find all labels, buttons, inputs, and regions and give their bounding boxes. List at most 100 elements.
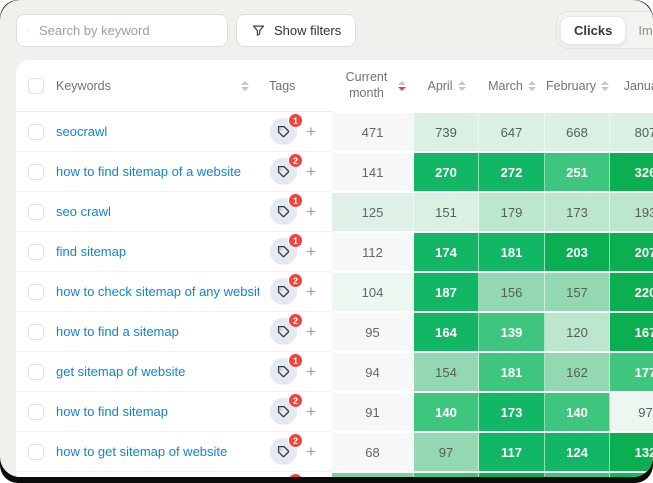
row-checkbox[interactable] bbox=[28, 203, 44, 220]
add-tag-button[interactable]: + bbox=[306, 362, 316, 381]
row-checkbox-cell[interactable] bbox=[16, 392, 56, 432]
tag-chip[interactable]: 1 bbox=[270, 193, 303, 225]
heat-cell: 97 bbox=[414, 432, 479, 472]
row-checkbox[interactable] bbox=[28, 323, 44, 340]
heat-cell: 220 bbox=[610, 272, 653, 312]
table-row: find sitemap 1 + 112 174 181 203 207 bbox=[16, 232, 653, 272]
search-box[interactable] bbox=[16, 14, 228, 47]
add-tag-button[interactable]: + bbox=[306, 322, 316, 341]
funnel-icon bbox=[252, 25, 265, 36]
keyword-link[interactable]: how to find a sitemap bbox=[56, 324, 179, 339]
sort-icon-march[interactable] bbox=[527, 81, 536, 91]
heat-cell: 120 bbox=[545, 312, 610, 352]
heat-cell bbox=[414, 472, 479, 477]
row-checkbox-cell[interactable] bbox=[16, 352, 56, 392]
add-tag-button[interactable]: + bbox=[306, 442, 316, 461]
tag-chip[interactable]: 2 bbox=[270, 273, 303, 305]
keyword-cell: how to check sitemap of any website bbox=[56, 272, 259, 312]
header-february-label: February bbox=[545, 79, 597, 93]
keyword-cell: find sitemap bbox=[56, 232, 259, 272]
row-checkbox-cell[interactable] bbox=[16, 112, 56, 152]
row-checkbox[interactable] bbox=[28, 243, 44, 260]
tags-cell: 2 + bbox=[259, 152, 332, 192]
heat-cell: 181 bbox=[479, 352, 545, 392]
row-checkbox[interactable] bbox=[28, 443, 44, 460]
header-april[interactable]: April bbox=[414, 60, 479, 112]
tag-chip[interactable]: 1 bbox=[270, 353, 303, 385]
heat-cell: 173 bbox=[479, 392, 545, 432]
header-february[interactable]: February bbox=[545, 60, 610, 112]
row-checkbox[interactable] bbox=[28, 403, 44, 420]
show-filters-button[interactable]: Show filters bbox=[236, 14, 357, 47]
tag-icon bbox=[277, 405, 290, 418]
tag-chip[interactable]: 1 bbox=[270, 233, 303, 265]
heat-cell bbox=[545, 472, 610, 477]
heat-cell: 167 bbox=[610, 312, 653, 352]
header-january[interactable]: January bbox=[610, 60, 653, 112]
row-checkbox-cell[interactable] bbox=[16, 192, 56, 232]
row-checkbox-cell[interactable] bbox=[16, 272, 56, 312]
heat-cell: 157 bbox=[545, 272, 610, 312]
tag-count-badge: 2 bbox=[288, 153, 303, 168]
keyword-cell: how to get sitemap of website bbox=[56, 432, 259, 472]
search-input[interactable] bbox=[37, 22, 217, 39]
row-checkbox[interactable] bbox=[28, 123, 44, 140]
heat-cell: 668 bbox=[545, 112, 610, 152]
current-month-cell: 141 bbox=[332, 152, 414, 192]
heat-cell: 193 bbox=[610, 192, 653, 232]
tags-cell: 2 + bbox=[259, 432, 332, 472]
keyword-link[interactable]: seocrawl bbox=[56, 124, 108, 139]
keyword-link[interactable]: get sitemap of website bbox=[56, 364, 186, 379]
row-checkbox-cell[interactable] bbox=[16, 432, 56, 472]
add-tag-button[interactable]: + bbox=[306, 122, 316, 141]
select-all-checkbox[interactable] bbox=[28, 77, 44, 94]
tag-icon bbox=[277, 125, 290, 138]
tag-chip[interactable]: 2 bbox=[270, 433, 303, 465]
sort-icon-february[interactable] bbox=[601, 81, 610, 91]
add-tag-button[interactable]: + bbox=[306, 282, 316, 301]
tag-chip[interactable]: 2 bbox=[270, 153, 303, 185]
sort-icon-keywords[interactable] bbox=[241, 80, 249, 91]
toggle-clicks[interactable]: Clicks bbox=[560, 15, 627, 45]
add-tag-button[interactable]: + bbox=[306, 242, 316, 261]
keyword-link[interactable]: find sitemap bbox=[56, 244, 127, 259]
keyword-link[interactable]: how to check sitemap of any website bbox=[56, 284, 259, 299]
add-tag-button[interactable]: + bbox=[306, 202, 316, 221]
heat-cell: 270 bbox=[414, 152, 479, 192]
add-tag-button[interactable]: + bbox=[306, 162, 316, 181]
tag-count-badge: 2 bbox=[288, 313, 303, 328]
row-checkbox-cell[interactable] bbox=[16, 472, 56, 477]
heat-cell: 154 bbox=[414, 352, 479, 392]
add-tag-button[interactable]: + bbox=[306, 402, 316, 421]
heat-cell: 807 bbox=[610, 112, 653, 152]
tag-chip[interactable]: 1 bbox=[270, 113, 303, 145]
current-month-cell: 112 bbox=[332, 232, 414, 272]
row-checkbox[interactable] bbox=[28, 363, 44, 380]
row-checkbox-cell[interactable] bbox=[16, 232, 56, 272]
row-checkbox-cell[interactable] bbox=[16, 312, 56, 352]
header-march[interactable]: March bbox=[479, 60, 545, 112]
row-checkbox[interactable] bbox=[28, 283, 44, 300]
sort-icon-current-month-desc[interactable] bbox=[397, 81, 406, 91]
row-checkbox[interactable] bbox=[28, 163, 44, 180]
keyword-cell: how to find sitemap of a website bbox=[56, 152, 259, 192]
keyword-link[interactable]: how to find sitemap bbox=[56, 404, 169, 419]
heat-cell: 97 bbox=[610, 392, 653, 432]
header-checkbox-cell[interactable] bbox=[16, 60, 56, 112]
sort-icon-april[interactable] bbox=[457, 81, 466, 91]
tag-count-badge: 2 bbox=[288, 473, 303, 477]
keyword-link[interactable]: how to get sitemap of website bbox=[56, 444, 228, 459]
tags-cell: 1 + bbox=[259, 192, 332, 232]
header-keywords[interactable]: Keywords bbox=[56, 60, 259, 112]
header-current-month[interactable]: Current month bbox=[332, 60, 414, 112]
toggle-impressions[interactable]: Impressions bbox=[638, 22, 653, 38]
keyword-link[interactable]: seo crawl bbox=[56, 204, 111, 219]
current-month-cell: 91 bbox=[332, 392, 414, 432]
tag-chip[interactable]: 2 bbox=[270, 393, 303, 425]
heat-cell: 173 bbox=[545, 192, 610, 232]
row-checkbox-cell[interactable] bbox=[16, 152, 56, 192]
tag-icon bbox=[277, 285, 290, 298]
tag-chip[interactable]: 2 bbox=[270, 313, 303, 345]
keyword-link[interactable]: how to find sitemap of a website bbox=[56, 164, 241, 179]
